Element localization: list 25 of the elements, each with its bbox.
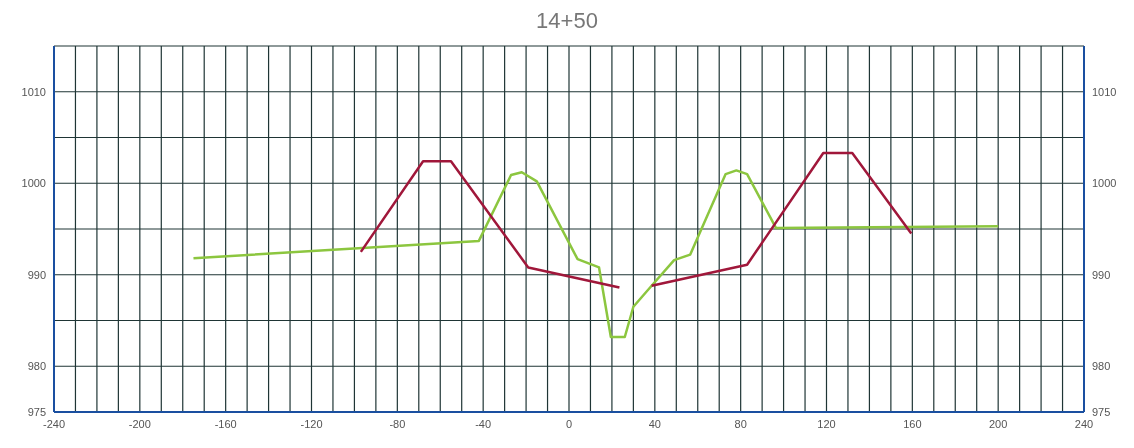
y2-tick-label: 990 [1092,268,1111,281]
x-tick-label: -200 [128,417,151,430]
y2-tick-label: 980 [1092,360,1111,373]
chart-title: 14+50 [535,8,599,35]
y2-tick-label: 1010 [1092,85,1117,98]
y2-tick-label: 975 [1092,405,1111,418]
line-series [192,169,1000,339]
x-tick-label: 0 [565,417,573,430]
x-tick-label: 200 [988,417,1008,430]
y-tick-label: 1000 [21,177,46,190]
x-tick-label: 120 [817,417,836,430]
x-tick-label: -120 [300,417,323,430]
x-tick-label: 40 [648,417,661,430]
x-tick-label: -240 [42,417,66,430]
x-tick-label: -160 [214,417,237,430]
y-tick-label: 1010 [21,85,46,98]
y-tick-label: 975 [27,405,46,418]
y-tick-label: 990 [27,268,46,281]
y-tick-label: 980 [27,360,46,373]
x-tick-label: 240 [1074,417,1094,430]
x-tick-label: 160 [903,417,922,430]
x-tick-label: 80 [734,417,747,430]
y2-tick-label: 1000 [1092,177,1117,190]
x-tick-label: -80 [389,417,406,430]
x-tick-label: -40 [475,417,492,430]
